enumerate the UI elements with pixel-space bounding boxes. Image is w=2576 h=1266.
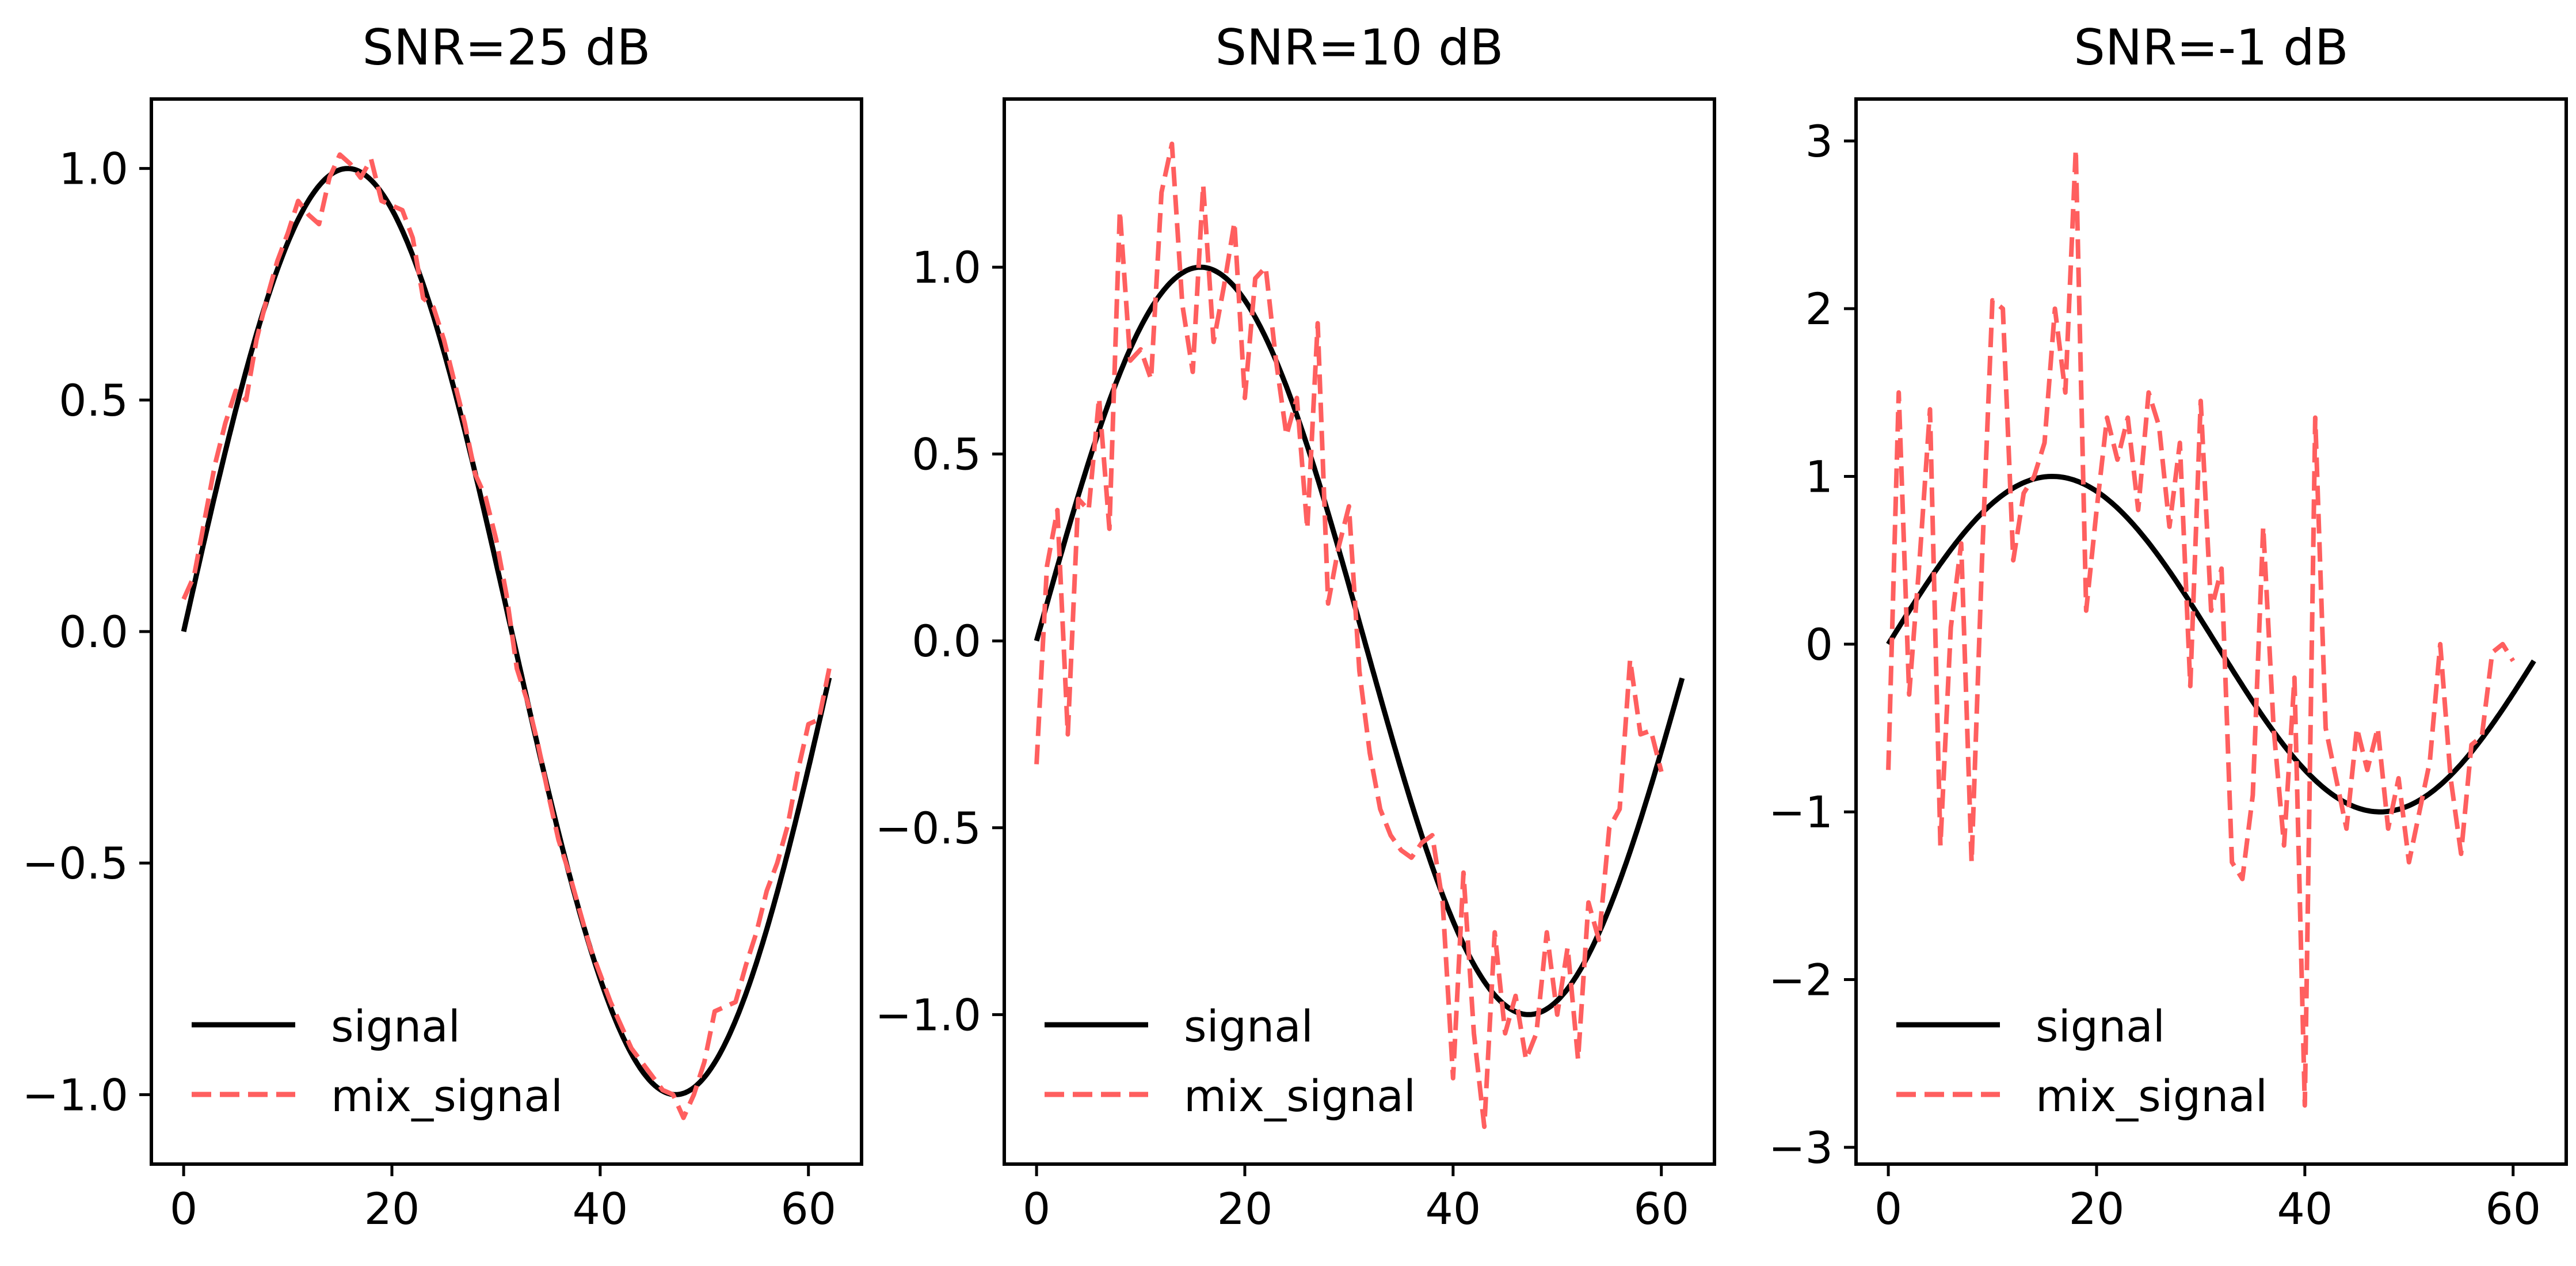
legend-signal-label: signal (1184, 1001, 1313, 1052)
chart-panel-snr-25: SNR=25 dB 0 20 40 60 −1.0 −0.5 0.0 0.5 1.0 signa… (22, 19, 863, 1234)
legend-mix-signal-label: mix_signal (1184, 1070, 1416, 1121)
mix-signal-line (181, 152, 832, 1120)
y-tick-label: 1.0 (912, 242, 981, 293)
y-tick-label: 1.0 (59, 143, 128, 195)
legend-mix-signal-label: mix_signal (331, 1070, 563, 1121)
y-tick-label: −1.0 (875, 989, 981, 1040)
y-tick-label: −1.0 (22, 1069, 128, 1120)
chart-title: SNR=25 dB (362, 19, 650, 77)
mix-signal-line (1034, 141, 1664, 1130)
chart-title: SNR=-1 dB (2074, 19, 2348, 77)
signal-line (1886, 474, 2536, 815)
y-tick-label: 0.5 (912, 429, 981, 480)
y-tick-label: −2 (1769, 955, 1833, 1006)
y-tick-label: 3 (1805, 116, 1833, 167)
x-tick-label: 0 (1874, 1183, 1902, 1234)
x-tick-label: 0 (1023, 1183, 1050, 1234)
x-tick-label: 60 (780, 1183, 836, 1234)
x-tick-label: 40 (2277, 1183, 2333, 1234)
x-tick-label: 0 (170, 1183, 197, 1234)
axes-frame (1003, 97, 1716, 1166)
legend: signal mix_signal (192, 1001, 563, 1121)
y-tick-label: −3 (1769, 1122, 1833, 1173)
axes-frame (150, 97, 863, 1166)
y-tick-label: −1 (1769, 786, 1833, 838)
legend: signal mix_signal (1896, 1001, 2268, 1121)
legend-signal-label: signal (331, 1001, 460, 1052)
mix-signal-line (1886, 147, 2516, 1108)
chart-panel-snr-minus-1: SNR=-1 dB 0 20 40 60 −3 −2 −1 0 1 2 3 signal mix_s… (1769, 19, 2568, 1234)
x-tick-label: 20 (364, 1183, 420, 1234)
plot-area: 0 20 40 60 −1.0 −0.5 0.0 0.5 1.0 (875, 141, 1689, 1234)
y-tick-label: 0.0 (59, 606, 128, 657)
legend-signal-label: signal (2036, 1001, 2165, 1052)
y-tick-label: −0.5 (875, 803, 981, 854)
y-tick-label: −0.5 (22, 838, 128, 889)
x-tick-label: 60 (2485, 1183, 2541, 1234)
plot-area: 0 20 40 60 −3 −2 −1 0 1 2 3 (1769, 116, 2541, 1234)
legend: signal mix_signal (1045, 1001, 1416, 1121)
y-tick-label: 0.0 (912, 615, 981, 667)
x-tick-label: 60 (1633, 1183, 1689, 1234)
x-tick-label: 20 (1217, 1183, 1273, 1234)
x-tick-label: 40 (1425, 1183, 1481, 1234)
x-tick-label: 20 (2069, 1183, 2125, 1234)
legend-mix-signal-label: mix_signal (2036, 1070, 2268, 1121)
y-tick-label: 0 (1805, 619, 1833, 670)
y-tick-label: 2 (1805, 283, 1833, 334)
chart-panel-snr-10: SNR=10 dB 0 20 40 60 −1.0 −0.5 0.0 0.5 1.0 signa… (875, 19, 1716, 1234)
x-tick-label: 40 (572, 1183, 628, 1234)
axes-frame (1854, 97, 2568, 1166)
y-tick-label: 0.5 (59, 375, 128, 426)
plot-area: 0 20 40 60 −1.0 −0.5 0.0 0.5 1.0 (22, 143, 836, 1234)
y-tick-label: 1 (1805, 451, 1833, 503)
signal-line (1034, 264, 1685, 1017)
chart-title: SNR=10 dB (1215, 19, 1503, 77)
